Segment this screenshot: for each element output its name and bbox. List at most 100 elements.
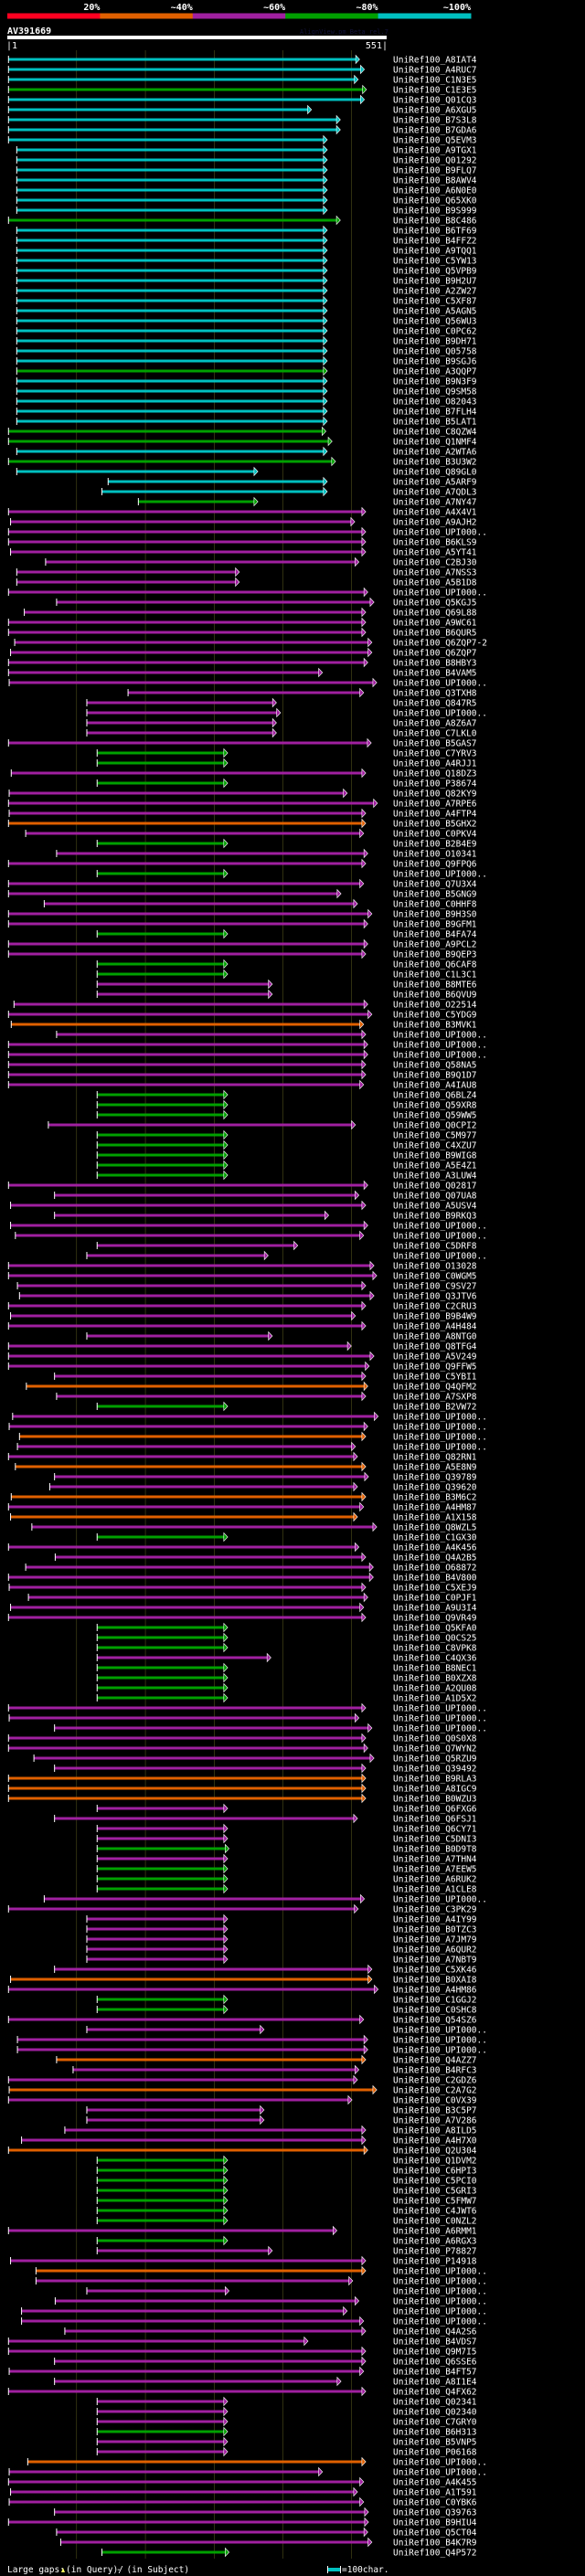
hit-row[interactable]: UniRef100_A6RMM1: [7, 2225, 477, 2237]
hit-row[interactable]: UniRef100_Q0CPI2: [48, 1119, 477, 1131]
hit-row[interactable]: UniRef100_B8MTE6: [96, 979, 477, 991]
hit-row[interactable]: UniRef100_A7THN4: [96, 1853, 477, 1865]
hit-label[interactable]: UniRef100_Q9M7I5: [393, 2348, 477, 2358]
hit-row[interactable]: UniRef100_A4RJJ1: [96, 758, 477, 769]
hit-label[interactable]: UniRef100_Q39492: [393, 1765, 477, 1775]
hit-label[interactable]: UniRef100_A7RPE6: [393, 800, 477, 810]
hit-label[interactable]: UniRef100_A5USV4: [393, 1202, 477, 1212]
hit-row[interactable]: UniRef100_Q56WU3: [16, 315, 477, 327]
hit-row[interactable]: UniRef100_A6N0E0: [16, 185, 477, 196]
hit-row[interactable]: UniRef100_Q5EVM3: [7, 134, 477, 146]
hit-row[interactable]: UniRef100_B9SGJ6: [16, 355, 477, 367]
hit-row[interactable]: UniRef100_C0YBK6: [8, 2496, 477, 2508]
hit-row[interactable]: UniRef100_B4K7R9: [59, 2537, 477, 2549]
hit-label[interactable]: UniRef100_Q05758: [393, 347, 477, 357]
hit-row[interactable]: UniRef100_A7NBT9: [86, 1954, 477, 1966]
hit-label[interactable]: UniRef100_B5GAS7: [393, 739, 477, 749]
hit-label[interactable]: UniRef100_Q5RZU9: [393, 1754, 477, 1765]
hit-row[interactable]: UniRef100_Q18DZ3: [10, 768, 477, 779]
hit-label[interactable]: UniRef100_B9FLQ7: [393, 166, 477, 176]
hit-row[interactable]: UniRef100_B9QEP3: [7, 949, 477, 960]
hit-row[interactable]: UniRef100_Q39620: [48, 1481, 477, 1493]
hit-label[interactable]: UniRef100_C1E3E5: [393, 86, 477, 96]
hit-row[interactable]: UniRef100_B0XAI8: [10, 1974, 477, 1986]
hit-label[interactable]: UniRef100_B0WZU3: [393, 1795, 477, 1805]
hit-label[interactable]: UniRef100_Q02341: [393, 2398, 477, 2408]
hit-label[interactable]: UniRef100_B5LAT1: [393, 418, 477, 428]
hit-label[interactable]: UniRef100_B2VW72: [393, 1403, 477, 1413]
hit-label[interactable]: UniRef100_B9H2U7: [393, 277, 477, 287]
hit-label[interactable]: UniRef100_A4RUC7: [393, 66, 477, 76]
hit-row[interactable]: UniRef100_B8NEC1: [96, 1662, 477, 1674]
hit-row[interactable]: UniRef100_UPI000..: [8, 2466, 487, 2478]
hit-label[interactable]: UniRef100_B9H3S0: [393, 910, 477, 920]
hit-row[interactable]: UniRef100_B9FLQ7: [16, 164, 477, 176]
hit-label[interactable]: UniRef100_A4H7X0: [393, 2136, 477, 2147]
hit-row[interactable]: UniRef100_B9H2U7: [16, 275, 477, 287]
hit-label[interactable]: UniRef100_C1N3E5: [393, 76, 477, 86]
hit-label[interactable]: UniRef100_C7YRV3: [393, 749, 477, 759]
hit-label[interactable]: UniRef100_A2ZW27: [393, 287, 477, 297]
hit-row[interactable]: UniRef100_B2VW72: [96, 1401, 477, 1413]
hit-label[interactable]: UniRef100_C5M977: [393, 1131, 477, 1141]
hit-row[interactable]: UniRef100_P14918: [10, 2255, 477, 2267]
hit-label[interactable]: UniRef100_UPI000..: [393, 1222, 487, 1232]
hit-row[interactable]: UniRef100_B4FA74: [96, 928, 477, 940]
hit-row[interactable]: UniRef100_B9WIG8: [96, 1150, 477, 1161]
hit-label[interactable]: UniRef100_A5B1D8: [393, 578, 477, 588]
hit-label[interactable]: UniRef100_UPI000..: [393, 2267, 487, 2277]
hit-row[interactable]: UniRef100_A4RUC7: [7, 64, 477, 76]
hit-label[interactable]: UniRef100_B3C5P7: [393, 2106, 477, 2116]
hit-label[interactable]: UniRef100_A1CLE8: [393, 1885, 477, 1895]
hit-label[interactable]: UniRef100_B0D9T8: [393, 1845, 477, 1855]
hit-label[interactable]: UniRef100_C5FMW7: [393, 2197, 477, 2207]
hit-row[interactable]: UniRef100_C7LKL0: [86, 727, 477, 739]
hit-label[interactable]: UniRef100_Q5VPB9: [393, 267, 477, 277]
hit-row[interactable]: UniRef100_B9H3S0: [7, 908, 477, 920]
hit-label[interactable]: UniRef100_B6H313: [393, 2428, 477, 2438]
hit-label[interactable]: UniRef100_C5YDG9: [393, 1011, 477, 1021]
hit-row[interactable]: UniRef100_C5XF87: [16, 295, 477, 307]
hit-label[interactable]: UniRef100_Q1NMF4: [393, 438, 477, 448]
hit-label[interactable]: UniRef100_A6RUK2: [393, 1875, 477, 1885]
hit-row[interactable]: UniRef100_C5XK46: [54, 1964, 477, 1976]
hit-row[interactable]: UniRef100_C7YRV3: [96, 747, 477, 759]
hit-label[interactable]: UniRef100_UPI000..: [393, 1724, 487, 1734]
hit-row[interactable]: UniRef100_B6KLS9: [7, 536, 477, 548]
hit-row[interactable]: UniRef100_Q5CT04: [56, 2527, 477, 2539]
hit-label[interactable]: UniRef100_C4JWT6: [393, 2207, 477, 2217]
hit-row[interactable]: UniRef100_Q01292: [16, 154, 477, 166]
hit-row[interactable]: UniRef100_C5DRF8: [96, 1240, 477, 1252]
hit-row[interactable]: UniRef100_UPI000..: [86, 1250, 487, 1262]
hit-row[interactable]: UniRef100_A6RUK2: [96, 1873, 477, 1885]
hit-label[interactable]: UniRef100_UPI000..: [393, 679, 487, 689]
hit-row[interactable]: UniRef100_Q6ZQP7-2: [14, 637, 487, 649]
hit-row[interactable]: UniRef100_Q89GL0: [16, 466, 477, 478]
hit-row[interactable]: UniRef100_B6TF69: [16, 225, 477, 237]
hit-row[interactable]: UniRef100_B4VDS7: [7, 2336, 477, 2348]
hit-label[interactable]: UniRef100_B9N3F9: [393, 377, 477, 387]
hit-label[interactable]: UniRef100_A4K456: [393, 1543, 477, 1553]
hit-label[interactable]: UniRef100_P38674: [393, 779, 477, 790]
hit-label[interactable]: UniRef100_A9TQQ1: [393, 247, 477, 257]
hit-row[interactable]: UniRef100_A4H484: [7, 1320, 477, 1332]
hit-row[interactable]: UniRef100_A3LUW4: [96, 1170, 477, 1182]
hit-label[interactable]: UniRef100_UPI000..: [393, 1413, 487, 1423]
hit-row[interactable]: UniRef100_B4VAM5: [7, 667, 477, 679]
hit-label[interactable]: UniRef100_C0NZL2: [393, 2217, 477, 2227]
hit-label[interactable]: UniRef100_Q4P572: [393, 2549, 477, 2559]
hit-label[interactable]: UniRef100_C5YW13: [393, 257, 477, 267]
hit-label[interactable]: UniRef100_UPI000..: [393, 1041, 487, 1051]
hit-row[interactable]: UniRef100_Q4A2S6: [64, 2326, 477, 2337]
hit-label[interactable]: UniRef100_P78827: [393, 2247, 477, 2257]
hit-row[interactable]: UniRef100_Q2U304: [7, 2145, 477, 2157]
hit-row[interactable]: UniRef100_A1D5X2: [96, 1692, 477, 1704]
hit-label[interactable]: UniRef100_B4V800: [393, 1574, 477, 1584]
hit-label[interactable]: UniRef100_Q01CQ3: [393, 96, 477, 106]
hit-row[interactable]: UniRef100_A8IAT4: [7, 54, 477, 66]
hit-label[interactable]: UniRef100_C5XF87: [393, 297, 477, 307]
hit-label[interactable]: UniRef100_B7S3L8: [393, 116, 477, 126]
hit-row[interactable]: UniRef100_Q9FPQ6: [7, 858, 477, 870]
hit-label[interactable]: UniRef100_Q8TFG4: [393, 1342, 477, 1352]
hit-label[interactable]: UniRef100_B9RKQ3: [393, 1212, 477, 1222]
